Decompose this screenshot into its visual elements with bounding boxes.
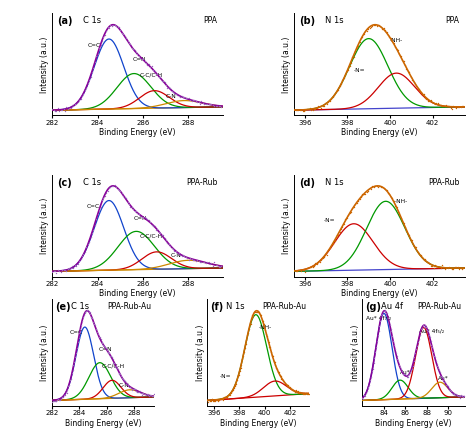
Text: (e): (e)	[55, 302, 71, 312]
Text: PPA-Rub-Au: PPA-Rub-Au	[262, 302, 306, 311]
Y-axis label: Intensity (a.u.): Intensity (a.u.)	[40, 36, 49, 93]
Text: (d): (d)	[299, 178, 315, 188]
Text: N 1s: N 1s	[325, 178, 343, 186]
Text: (c): (c)	[57, 178, 72, 188]
Text: C=N: C=N	[99, 347, 112, 351]
Text: -N=: -N=	[220, 374, 232, 379]
Text: C-N: C-N	[170, 253, 181, 258]
Text: Au 4f: Au 4f	[381, 302, 403, 311]
X-axis label: Binding Energy (eV): Binding Energy (eV)	[375, 419, 452, 428]
Text: N 1s: N 1s	[226, 302, 244, 311]
Text: PPA-Rub: PPA-Rub	[186, 178, 218, 186]
Text: C=C: C=C	[70, 330, 83, 335]
Text: Au* 4f₇/₂: Au* 4f₇/₂	[365, 315, 391, 321]
X-axis label: Binding Energy (eV): Binding Energy (eV)	[99, 289, 175, 298]
Text: -N=: -N=	[324, 218, 336, 223]
Text: C 1s: C 1s	[83, 17, 101, 25]
Text: (f): (f)	[210, 302, 224, 312]
Y-axis label: Intensity (a.u.): Intensity (a.u.)	[283, 36, 292, 93]
X-axis label: Binding Energy (eV): Binding Energy (eV)	[99, 128, 175, 137]
Y-axis label: Intensity (a.u.): Intensity (a.u.)	[40, 324, 49, 380]
Text: PPA-Rub-Au: PPA-Rub-Au	[417, 302, 462, 311]
Text: PPA-Rub: PPA-Rub	[428, 178, 459, 186]
Text: -NH-: -NH-	[390, 38, 403, 43]
X-axis label: Binding Energy (eV): Binding Energy (eV)	[220, 419, 297, 428]
Text: -NH-: -NH-	[394, 199, 408, 204]
Text: C-N: C-N	[119, 383, 129, 388]
Text: Au*: Au*	[438, 376, 448, 381]
Text: Au*: Au*	[400, 371, 411, 376]
Text: (a): (a)	[57, 17, 73, 26]
Text: PPA: PPA	[446, 17, 459, 25]
Text: -NH-: -NH-	[258, 325, 272, 330]
Text: (g): (g)	[365, 302, 382, 312]
Text: C-C/C-H: C-C/C-H	[140, 234, 163, 239]
Y-axis label: Intensity (a.u.): Intensity (a.u.)	[283, 197, 292, 254]
X-axis label: Binding Energy (eV): Binding Energy (eV)	[341, 128, 418, 137]
Text: C=C: C=C	[87, 43, 100, 48]
X-axis label: Binding Energy (eV): Binding Energy (eV)	[65, 419, 141, 428]
Text: Au* 4f₅/₂: Au* 4f₅/₂	[419, 328, 445, 333]
Text: C-C/C-H: C-C/C-H	[140, 73, 163, 78]
Text: (b): (b)	[299, 17, 315, 26]
Text: -N=: -N=	[354, 67, 365, 73]
Text: C=N: C=N	[133, 57, 146, 62]
X-axis label: Binding Energy (eV): Binding Energy (eV)	[341, 289, 418, 298]
Text: C=N: C=N	[134, 216, 147, 222]
Text: PPA: PPA	[203, 17, 218, 25]
Text: C 1s: C 1s	[71, 302, 89, 311]
Y-axis label: Intensity (a.u.): Intensity (a.u.)	[351, 324, 360, 380]
Y-axis label: Intensity (a.u.): Intensity (a.u.)	[195, 324, 204, 380]
Text: N 1s: N 1s	[325, 17, 343, 25]
Text: C-C/C-H: C-C/C-H	[102, 363, 125, 368]
Text: C=C: C=C	[86, 204, 100, 209]
Y-axis label: Intensity (a.u.): Intensity (a.u.)	[40, 197, 49, 254]
Text: C 1s: C 1s	[83, 178, 101, 186]
Text: C-N: C-N	[166, 94, 176, 99]
Text: PPA-Rub-Au: PPA-Rub-Au	[107, 302, 151, 311]
